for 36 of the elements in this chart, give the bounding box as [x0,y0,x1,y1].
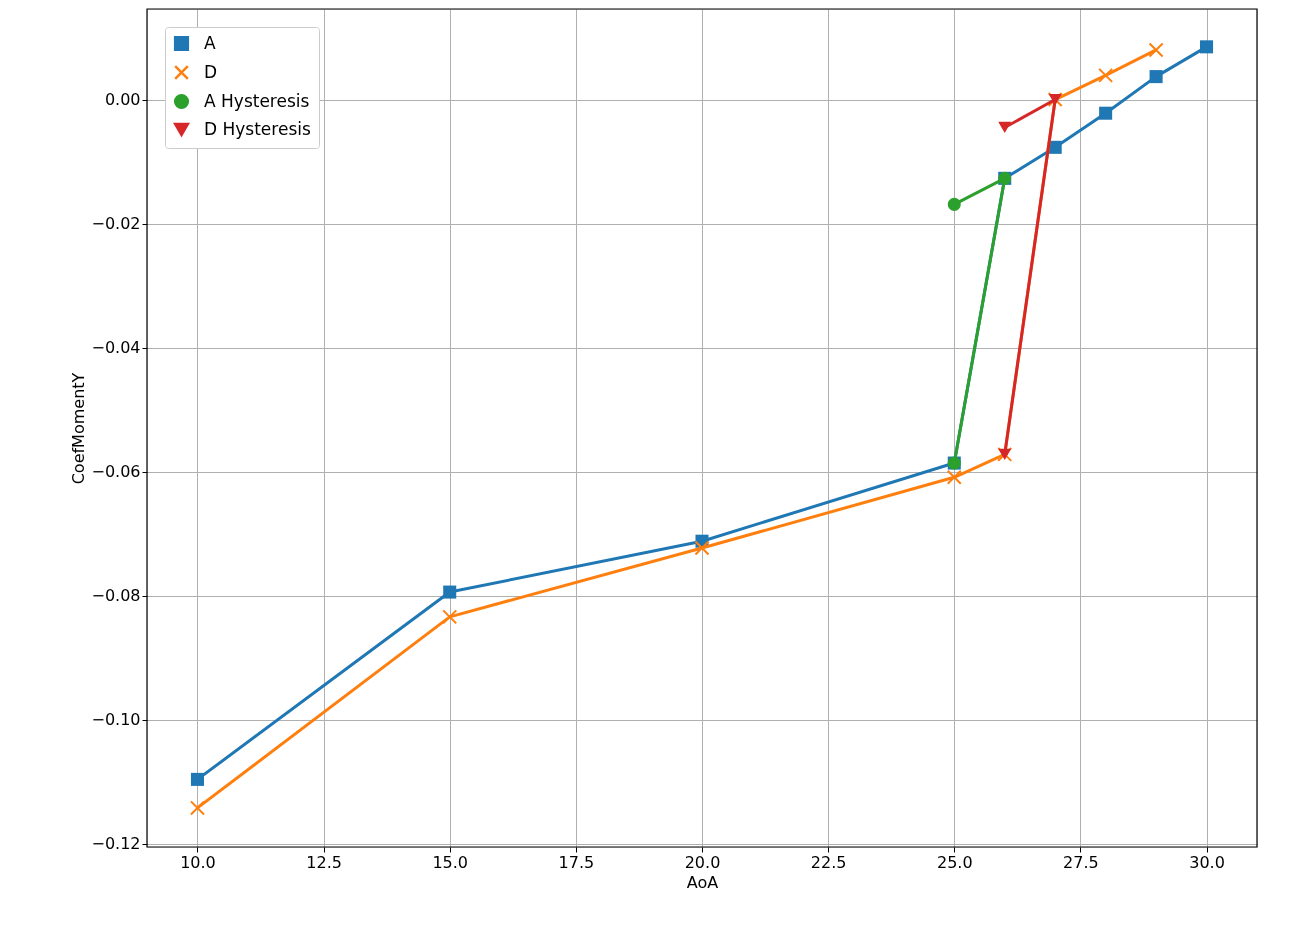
point [946,469,962,485]
point [694,540,710,556]
point [190,772,204,786]
x-tick-label: 22.5 [810,852,847,872]
y-tick-label: −0.12 [91,834,141,854]
x-tick-label: 30.0 [1189,852,1225,872]
legend-label: D [204,61,218,82]
point [1099,106,1113,120]
point [1200,40,1214,54]
x-tick-label: 12.5 [306,852,342,872]
y-tick-label: −0.04 [91,338,141,358]
point [998,121,1012,134]
x-tick-label: 15.0 [432,852,469,872]
point [1098,67,1114,83]
point [947,197,961,211]
x-tick-label: 25.0 [936,852,973,872]
point [1149,70,1163,84]
legend-label: D Hysteresis [204,118,311,139]
point [1048,140,1062,154]
legend-label: A [204,32,216,53]
x-axis-title: AoA [686,872,719,892]
x-tick-label: 27.5 [1063,852,1099,872]
x-tick-label: 10.0 [180,852,216,872]
y-tick-label: 0.00 [104,90,141,110]
y-tick-label: −0.06 [91,462,141,482]
x-tick-label: 17.5 [558,852,595,872]
point [189,800,205,816]
y-axis-title: CoefMomentY [69,372,89,485]
legend-label: A Hysteresis [204,90,310,111]
point [443,585,457,599]
point [1148,42,1164,58]
y-tick-label: −0.10 [91,710,141,730]
point [442,609,458,625]
x-tick-label: 20.0 [684,852,721,872]
y-tick-label: −0.08 [91,586,141,606]
y-tick-label: −0.02 [91,214,141,234]
